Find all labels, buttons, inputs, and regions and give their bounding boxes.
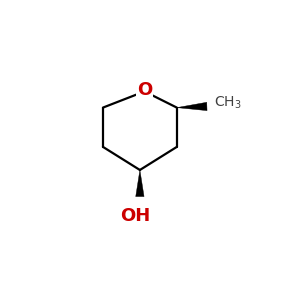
Text: O: O bbox=[137, 81, 152, 99]
Text: CH$_3$: CH$_3$ bbox=[214, 95, 242, 111]
Text: OH: OH bbox=[120, 207, 150, 225]
Polygon shape bbox=[136, 170, 144, 197]
Polygon shape bbox=[177, 102, 207, 111]
